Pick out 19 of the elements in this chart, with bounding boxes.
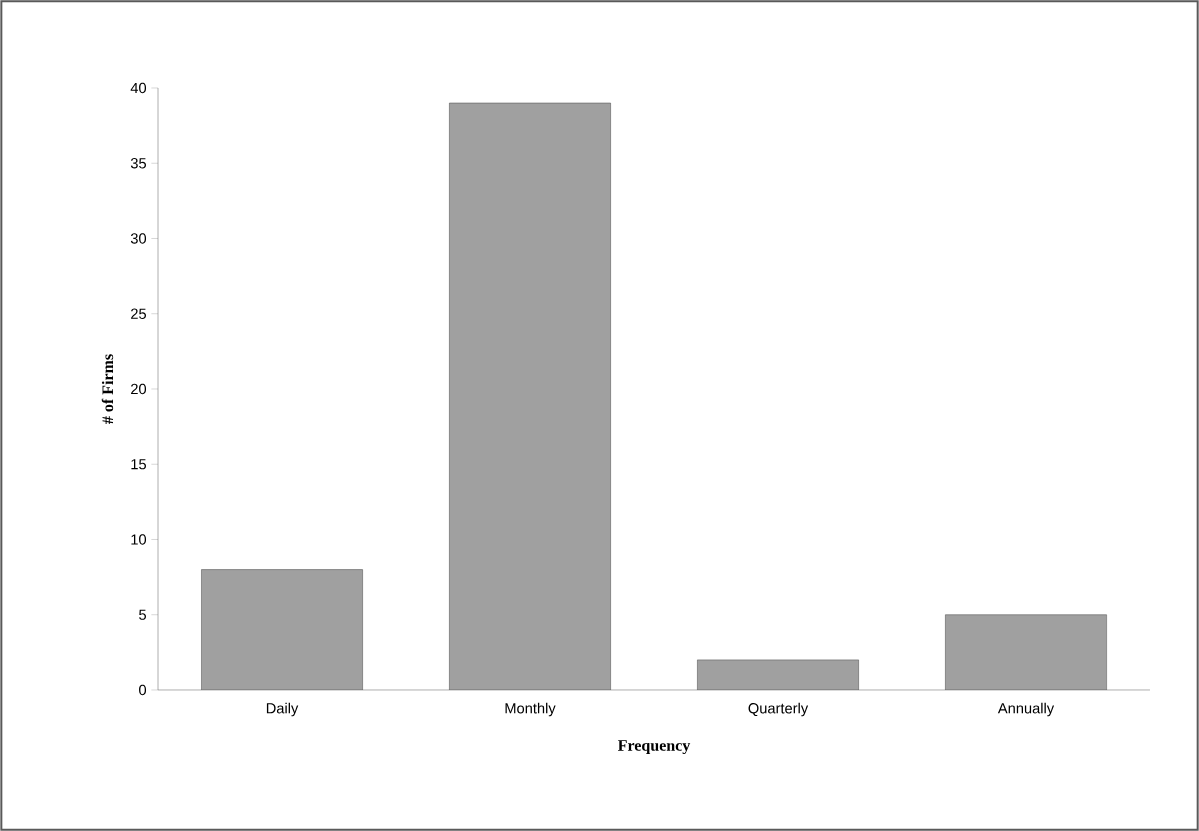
y-axis-title: # of Firms (101, 354, 114, 424)
y-tick-label: 25 (131, 308, 146, 319)
bar (945, 614, 1107, 690)
y-tick-label: 5 (139, 609, 146, 620)
y-tick-label: 0 (139, 684, 147, 696)
y-tick-label: 15 (131, 459, 146, 470)
x-tick-label: Quarterly (748, 702, 809, 717)
x-tick-label: Annually (997, 702, 1055, 717)
bar (449, 102, 611, 690)
y-tick-label: 20 (131, 383, 147, 395)
y-tick-label: 30 (130, 233, 147, 244)
x-axis-title: Frequency (617, 740, 691, 755)
y-tick-label: 35 (130, 158, 146, 169)
bar (201, 569, 363, 690)
y-tick-label: 10 (131, 534, 147, 545)
x-tick-label: Monthly (505, 702, 556, 717)
x-tick-label: Daily (266, 702, 299, 717)
y-tick-label: 40 (130, 82, 147, 94)
bar (697, 659, 859, 690)
